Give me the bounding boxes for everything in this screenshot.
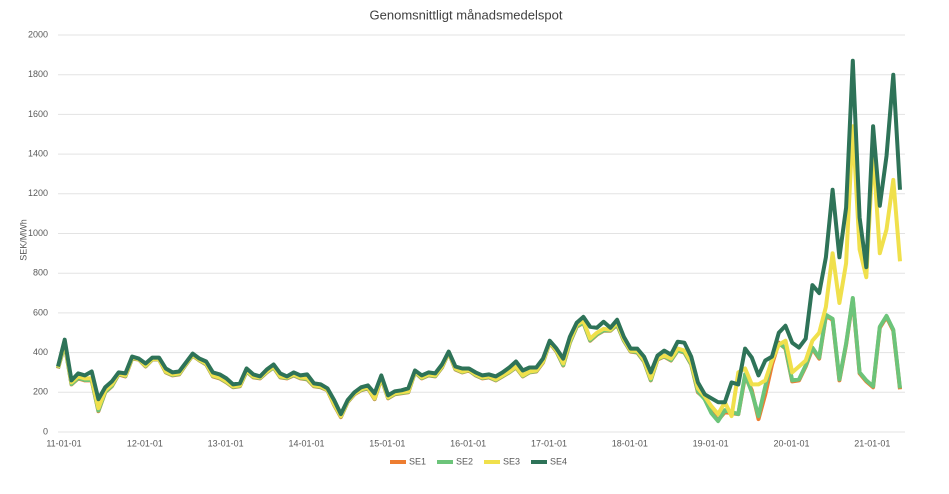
x-tick-label: 17-01-01	[531, 438, 567, 448]
y-tick-label: 600	[33, 307, 48, 317]
y-tick-label: 1400	[28, 148, 48, 158]
x-tick-label: 21-01-01	[854, 438, 890, 448]
chart-title: Genomsnittligt månadsmedelspot	[370, 7, 563, 22]
legend-label: SE2	[456, 456, 473, 466]
x-tick-label: 13-01-01	[208, 438, 244, 448]
x-tick-label: 19-01-01	[693, 438, 729, 448]
legend-label: SE3	[503, 456, 520, 466]
y-axis-label: SEK/MWh	[18, 219, 28, 261]
x-tick-label: 18-01-01	[612, 438, 648, 448]
y-tick-label: 1200	[28, 188, 48, 198]
x-tick-label: 20-01-01	[773, 438, 809, 448]
legend-label: SE4	[550, 456, 567, 466]
series-line	[56, 58, 902, 417]
x-tick-label: 14-01-01	[288, 438, 324, 448]
y-tick-label: 1000	[28, 228, 48, 238]
y-tick-label: 1800	[28, 69, 48, 79]
y-tick-label: 200	[33, 387, 48, 397]
x-tick-label: 15-01-01	[369, 438, 405, 448]
x-tick-label: 16-01-01	[450, 438, 486, 448]
y-tick-label: 800	[33, 268, 48, 278]
y-tick-label: 400	[33, 347, 48, 357]
y-tick-label: 2000	[28, 29, 48, 39]
y-tick-label: 1600	[28, 109, 48, 119]
x-tick-label: 11-01-01	[46, 438, 81, 448]
y-tick-label: 0	[43, 426, 48, 436]
legend-label: SE1	[409, 456, 426, 466]
x-tick-label: 12-01-01	[127, 438, 163, 448]
